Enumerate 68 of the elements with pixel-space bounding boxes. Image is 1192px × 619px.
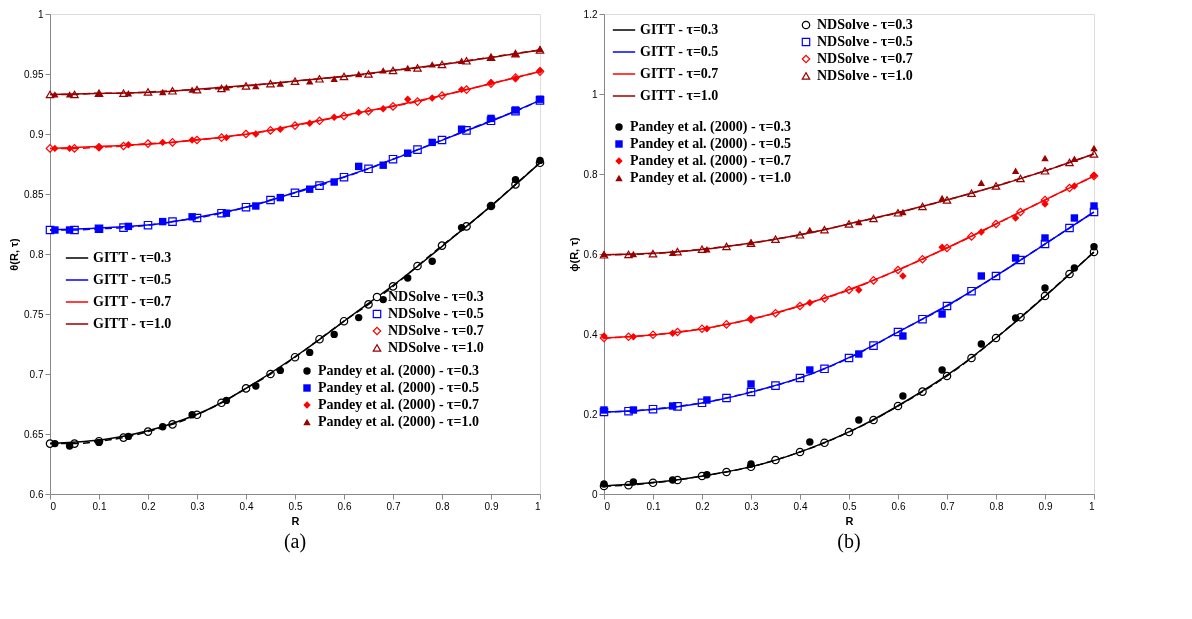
legend-label: NDSolve - τ=0.5: [817, 34, 913, 49]
x-tick-label: 1: [1088, 500, 1095, 512]
legend-label: NDSolve - τ=0.5: [388, 306, 484, 321]
y-tick-label: 0.95: [24, 68, 44, 80]
legend-label: NDSolve - τ=0.3: [388, 289, 484, 304]
x-tick-label: 0.8: [435, 500, 450, 512]
y-tick-label: 0.9: [29, 128, 44, 140]
legend-label: NDSolve - τ=0.7: [388, 323, 484, 338]
legend-label: NDSolve - τ=1.0: [388, 340, 484, 355]
x-tick-label: 0.2: [695, 500, 710, 512]
x-tick-label: 0.1: [92, 500, 107, 512]
x-tick-label: 0.5: [842, 500, 857, 512]
legend-label: Pandey et al. (2000) - τ=0.7: [630, 153, 792, 169]
text: (b): [837, 530, 861, 553]
x-tick-label: 0.6: [891, 500, 906, 512]
legend-label: Pandey et al. (2000) - τ=0.7: [318, 397, 480, 413]
y-axis-title: θ(R, τ): [8, 238, 21, 271]
legend-label: GITT - τ=0.3: [640, 22, 719, 37]
y-tick-label: 0.8: [29, 248, 44, 260]
legend-label: GITT - τ=0.5: [640, 44, 719, 59]
x-tick-label: 0.4: [793, 500, 808, 512]
legend-label: GITT - τ=1.0: [93, 316, 172, 331]
text: (a): [283, 530, 307, 553]
y-tick-label: 0.8: [583, 168, 598, 180]
legend-label: GITT - τ=0.3: [93, 250, 172, 265]
x-tick-label: 0.8: [989, 500, 1004, 512]
y-tick-label: 0.6: [29, 488, 44, 500]
x-tick-label: 0.9: [1038, 500, 1053, 512]
x-tick-label: 0.4: [239, 500, 254, 512]
legend-label: Pandey et al. (2000) - τ=0.5: [630, 136, 792, 152]
legend-label: GITT - τ=1.0: [640, 88, 719, 103]
x-tick-label: 0.2: [141, 500, 156, 512]
legend-label: Pandey et al. (2000) - τ=0.3: [318, 363, 480, 379]
y-tick-label: 1.2: [583, 8, 598, 20]
x-tick-label: 0.3: [744, 500, 759, 512]
x-tick-label: 0.6: [337, 500, 352, 512]
y-tick-label: 0.2: [583, 408, 598, 420]
y-tick-label: 0.4: [583, 328, 598, 340]
y-tick-label: 0.6: [583, 248, 598, 260]
legend-label: Pandey et al. (2000) - τ=1.0: [318, 414, 480, 430]
legend-label: NDSolve - τ=0.3: [817, 17, 913, 32]
y-tick-label: 0.75: [24, 308, 44, 320]
x-axis-title: R: [291, 514, 300, 527]
x-tick-label: 0.7: [940, 500, 955, 512]
y-axis-title: ϕ(R, τ): [567, 236, 580, 272]
y-tick-label: 1: [37, 8, 44, 20]
legend-label: Pandey et al. (2000) - τ=0.5: [318, 380, 480, 396]
x-tick-label: 0.5: [288, 500, 303, 512]
x-tick-label: 0.1: [646, 500, 661, 512]
legend-label: GITT - τ=0.7: [93, 294, 172, 309]
x-tick-label: 1: [534, 500, 541, 512]
x-tick-label: 0: [50, 500, 57, 512]
legend-label: GITT - τ=0.5: [93, 272, 172, 287]
x-axis-title: R: [845, 514, 854, 527]
legend-label: GITT - τ=0.7: [640, 66, 719, 81]
x-tick-label: 0: [604, 500, 611, 512]
y-tick-label: 0.7: [29, 368, 44, 380]
x-tick-label: 0.3: [190, 500, 205, 512]
y-tick-label: 0: [591, 488, 598, 500]
y-tick-label: 1: [591, 88, 598, 100]
y-tick-label: 0.85: [24, 188, 44, 200]
legend-label: NDSolve - τ=0.7: [817, 51, 913, 66]
x-tick-label: 0.9: [484, 500, 499, 512]
legend-label: NDSolve - τ=1.0: [817, 68, 913, 83]
x-tick-label: 0.7: [386, 500, 401, 512]
legend-label: Pandey et al. (2000) - τ=0.3: [630, 119, 792, 135]
legend-label: Pandey et al. (2000) - τ=1.0: [630, 170, 792, 186]
y-tick-label: 0.65: [24, 428, 44, 440]
